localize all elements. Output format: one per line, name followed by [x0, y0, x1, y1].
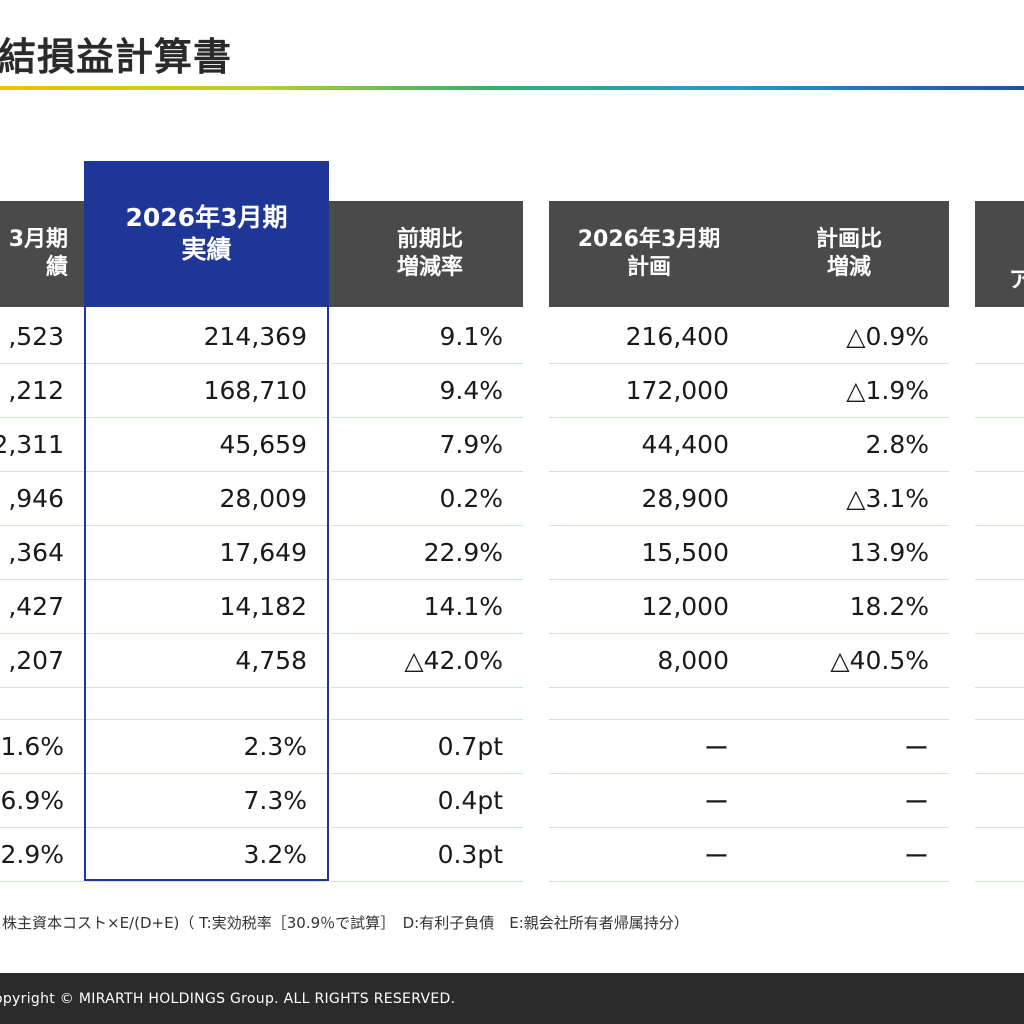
next-column-cell: [975, 472, 1024, 526]
vs-plan-cell: ー: [749, 720, 949, 774]
vs-plan-cell: △1.9%: [749, 364, 949, 418]
next-column-cell: [975, 364, 1024, 418]
header-plan-line1: 2026年3月期: [577, 227, 721, 252]
header-yoy-line2: 増減率: [396, 255, 463, 280]
header-plan: 2026年3月期 計画: [549, 201, 749, 307]
actual-cell: 3.2%: [86, 828, 327, 882]
next-column-cell: [975, 774, 1024, 828]
yoy-change-cell: 14.1%: [331, 580, 523, 634]
yoy-change-cell: 0.3pt: [331, 828, 523, 882]
plan-cell: 12,000: [549, 580, 749, 634]
plan-cell: 15,500: [549, 526, 749, 580]
yoy-change-cell: 22.9%: [331, 526, 523, 580]
actual-cell: 17,649: [86, 526, 327, 580]
copyright-text: opyright © MIRARTH HOLDINGS Group. ALL R…: [0, 990, 456, 1007]
yoy-change-cell: 7.9%: [331, 418, 523, 472]
prev-actual-cell: ,427: [0, 580, 84, 634]
next-column-cell: [975, 828, 1024, 882]
plan-cell: 44,400: [549, 418, 749, 472]
plan-cell: [549, 688, 749, 720]
yoy-change-cell: 0.2%: [331, 472, 523, 526]
header-plan-line2: 計画: [626, 255, 671, 280]
table-row: 2,311 45,659 7.9% 44,400 2.8%: [0, 418, 1024, 472]
prev-actual-cell: ,364: [0, 526, 84, 580]
vs-plan-cell: 18.2%: [749, 580, 949, 634]
next-column-cell: [975, 688, 1024, 720]
next-column-cell: [975, 634, 1024, 688]
plan-cell: ー: [549, 774, 749, 828]
vs-plan-cell: △40.5%: [749, 634, 949, 688]
plan-cell: ー: [549, 828, 749, 882]
next-column-cell: [975, 720, 1024, 774]
header-actual-line1: 2026年3月期: [125, 203, 288, 232]
prev-actual-cell: 2,311: [0, 418, 84, 472]
header-prev-actual: 3月期 績: [0, 201, 84, 307]
table-row: ,946 28,009 0.2% 28,900 △3.1%: [0, 472, 1024, 526]
footnote: 株主資本コスト×E/(D+E)（ T:実効税率［30.9％で試算］ D:有利子負…: [2, 914, 689, 932]
plan-cell: 172,000: [549, 364, 749, 418]
actual-cell: 214,369: [86, 310, 327, 364]
actual-cell: 168,710: [86, 364, 327, 418]
plan-cell: ー: [549, 720, 749, 774]
table-row: [0, 688, 1024, 720]
yoy-change-cell: 9.1%: [331, 310, 523, 364]
plan-cell: 216,400: [549, 310, 749, 364]
header-actual-line2: 実績: [181, 235, 232, 264]
vs-plan-cell: [749, 688, 949, 720]
header-yoy-line1: 前期比: [396, 227, 463, 252]
header-actual: 2026年3月期 実績: [84, 161, 329, 307]
actual-cell: 14,182: [86, 580, 327, 634]
copyright-footer: opyright © MIRARTH HOLDINGS Group. ALL R…: [0, 973, 1024, 1024]
actual-cell: 4,758: [86, 634, 327, 688]
prev-actual-cell: ,946: [0, 472, 84, 526]
prev-actual-cell: 2.9%: [0, 828, 84, 882]
actual-cell: 7.3%: [86, 774, 327, 828]
table-row: 6.9% 7.3% 0.4pt ーー: [0, 774, 1024, 828]
plan-cell: 8,000: [549, 634, 749, 688]
yoy-change-cell: △42.0%: [331, 634, 523, 688]
header-prev-line2: 績: [45, 255, 68, 280]
title-gradient-rule: [0, 86, 1024, 90]
next-column-cell: [975, 526, 1024, 580]
actual-cell: [86, 688, 327, 720]
vs-plan-cell: 2.8%: [749, 418, 949, 472]
page-title: 結損益計算書: [0, 35, 233, 79]
next-column-cell: [975, 580, 1024, 634]
header-prev-line1: 3月期: [8, 227, 68, 252]
table-row: 2.9% 3.2% 0.3pt ーー: [0, 828, 1024, 882]
header-next-column: ア: [975, 201, 1024, 307]
yoy-change-cell: [331, 688, 523, 720]
header-vs-plan: 計画比 増減: [749, 201, 949, 307]
vs-plan-cell: 13.9%: [749, 526, 949, 580]
actual-cell: 28,009: [86, 472, 327, 526]
table-row: 1.6% 2.3% 0.7pt ーー: [0, 720, 1024, 774]
header-vsplan-line2: 増減: [826, 255, 871, 280]
plan-cell: 28,900: [549, 472, 749, 526]
prev-actual-cell: [0, 688, 84, 720]
table-row: ,523 214,369 9.1% 216,400 △0.9%: [0, 310, 1024, 364]
table-row: ,212 168,710 9.4% 172,000 △1.9%: [0, 364, 1024, 418]
table-row: ,207 4,758 △42.0% 8,000 △40.5%: [0, 634, 1024, 688]
vs-plan-cell: ー: [749, 828, 949, 882]
yoy-change-cell: 0.4pt: [331, 774, 523, 828]
header-vsplan-line1: 計画比: [815, 227, 882, 252]
header-next-line2: ア: [1009, 268, 1024, 293]
prev-actual-cell: 6.9%: [0, 774, 84, 828]
header-yoy-change: 前期比 増減率: [329, 201, 523, 307]
table-row: ,427 14,182 14.1% 12,000 18.2%: [0, 580, 1024, 634]
actual-cell: 2.3%: [86, 720, 327, 774]
vs-plan-cell: ー: [749, 774, 949, 828]
next-column-cell: [975, 310, 1024, 364]
vs-plan-cell: △3.1%: [749, 472, 949, 526]
actual-cell: 45,659: [86, 418, 327, 472]
yoy-change-cell: 9.4%: [331, 364, 523, 418]
yoy-change-cell: 0.7pt: [331, 720, 523, 774]
next-column-cell: [975, 418, 1024, 472]
prev-actual-cell: ,207: [0, 634, 84, 688]
prev-actual-cell: ,212: [0, 364, 84, 418]
prev-actual-cell: 1.6%: [0, 720, 84, 774]
table-row: ,364 17,649 22.9% 15,500 13.9%: [0, 526, 1024, 580]
vs-plan-cell: △0.9%: [749, 310, 949, 364]
prev-actual-cell: ,523: [0, 310, 84, 364]
